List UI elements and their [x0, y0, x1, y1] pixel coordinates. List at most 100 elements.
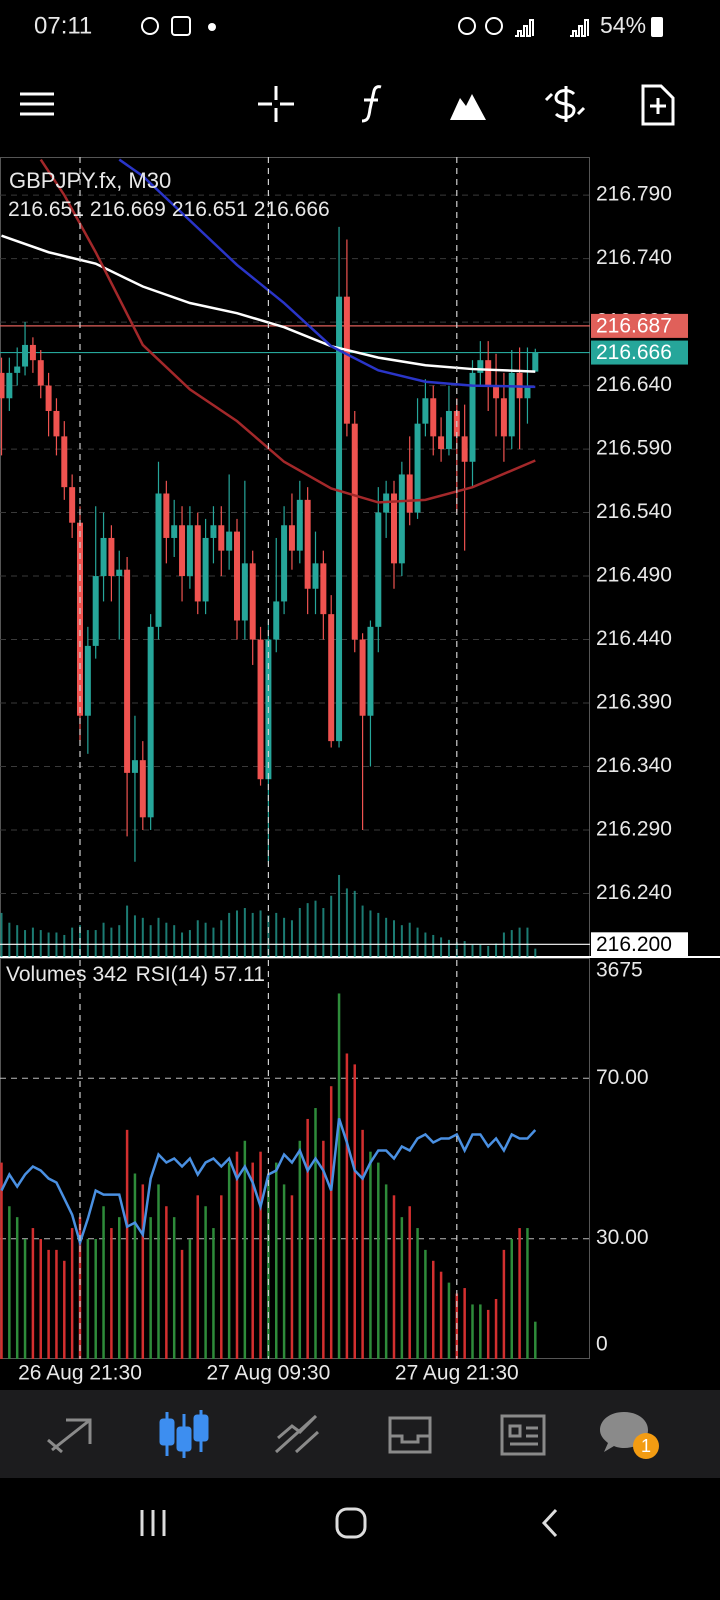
volume-bar	[259, 1151, 262, 1359]
volume-bar	[70, 1228, 74, 1359]
badge-count: 1	[641, 1436, 651, 1456]
candle-body	[532, 352, 539, 372]
volume-bar	[188, 1238, 192, 1359]
volume-bar	[110, 927, 113, 957]
candle-body	[391, 493, 397, 564]
candle-body	[320, 563, 327, 615]
recents-button[interactable]	[140, 1510, 166, 1536]
x-tick-label: 26 Aug 21:30	[18, 1362, 142, 1385]
volume-bar	[165, 922, 168, 957]
news-tab[interactable]	[500, 1414, 546, 1456]
new-order-button[interactable]	[641, 84, 675, 126]
candle-body	[0, 372, 5, 399]
volume-bar	[94, 930, 97, 957]
volume-bar	[24, 930, 27, 957]
moving-average	[118, 158, 536, 389]
volume-bar	[432, 934, 435, 957]
candle-body	[273, 601, 280, 640]
candle-body	[281, 525, 288, 602]
ohlc-value: 216.669	[90, 198, 166, 221]
volume-bar	[337, 993, 341, 1359]
volume-bar	[31, 1228, 35, 1359]
trade-button[interactable]	[544, 86, 586, 122]
volume-bar	[39, 930, 42, 957]
crosshair-button[interactable]	[258, 86, 294, 122]
volume-bar	[227, 1162, 231, 1359]
indicators-button[interactable]	[361, 85, 382, 123]
candle-body	[37, 360, 44, 386]
volume-bar	[157, 917, 160, 957]
volume-bar	[23, 1238, 27, 1359]
volume-bar	[526, 927, 529, 957]
volume-bar	[393, 920, 395, 957]
volume-bar	[361, 1129, 364, 1359]
price-label: 216.687	[596, 314, 672, 337]
candle-body	[438, 436, 445, 450]
badge	[633, 1433, 659, 1459]
volume-bar	[39, 1238, 42, 1359]
candle-body	[14, 366, 21, 373]
status-time: 07:11	[34, 12, 92, 39]
candle-body	[493, 385, 500, 399]
volume-bar	[510, 1238, 513, 1359]
trade-tab[interactable]	[274, 1414, 320, 1454]
volume-bar	[251, 912, 254, 957]
candle-body	[179, 525, 186, 577]
candle-body	[375, 512, 382, 627]
ohlc-readout: 216.651 216.669 216.651 216.666	[8, 198, 330, 221]
volume-bar	[447, 1282, 451, 1359]
status-icons	[141, 16, 663, 37]
volume-bar	[149, 925, 152, 957]
y-tick-label: 216.240	[596, 881, 672, 904]
home-button[interactable]	[335, 1507, 367, 1539]
candle-body	[485, 360, 492, 386]
volume-bar	[236, 910, 238, 957]
volume-bar	[165, 1206, 168, 1359]
price-plot	[0, 158, 590, 957]
volume-bar	[8, 1206, 11, 1359]
candle-body	[508, 372, 515, 437]
volume-bar	[196, 920, 199, 957]
candle-body	[241, 563, 248, 621]
candle-body	[359, 639, 366, 716]
back-button[interactable]	[541, 1508, 558, 1538]
y-tick-label: 216.440	[596, 627, 672, 650]
volume-bar	[377, 1162, 380, 1359]
history-tab[interactable]	[388, 1416, 432, 1454]
quotes-tab[interactable]	[47, 1418, 92, 1454]
volume-bar	[275, 912, 278, 957]
volume-bar	[518, 927, 521, 957]
volume-bar	[534, 1321, 537, 1359]
volume-bar	[196, 1195, 199, 1359]
candle-body	[328, 614, 335, 742]
volume-bar	[447, 939, 450, 957]
volume-bar	[16, 925, 19, 957]
volume-bar	[172, 1217, 176, 1359]
volume-bar	[384, 1184, 388, 1359]
volume-bar	[408, 922, 411, 957]
candle-body	[139, 760, 146, 818]
y-tick-label: 216.740	[596, 246, 672, 269]
y-tick-label: 216.390	[596, 691, 672, 714]
chart-tab[interactable]	[159, 1410, 209, 1458]
y-tick-label: 216.640	[596, 373, 672, 396]
y-tick-label: 30.00	[596, 1226, 649, 1249]
legend-name: RSI(14)	[136, 963, 208, 986]
volume-bar	[86, 1238, 90, 1359]
candle-body	[477, 360, 484, 373]
candle-body	[234, 531, 240, 621]
y-tick-label: 216.540	[596, 500, 672, 523]
ohlc-value: 216.651	[172, 198, 248, 221]
volume-bar	[486, 1309, 490, 1359]
volume-bar	[400, 1217, 404, 1359]
volume-bar	[298, 908, 301, 957]
volume-bar	[479, 1304, 482, 1359]
bottom-nav-icons: 1	[47, 1410, 659, 1459]
objects-button[interactable]	[450, 94, 486, 120]
y-tick-label: 216.790	[596, 183, 672, 206]
menu-button[interactable]	[20, 92, 54, 116]
volume-bar	[63, 1260, 66, 1359]
